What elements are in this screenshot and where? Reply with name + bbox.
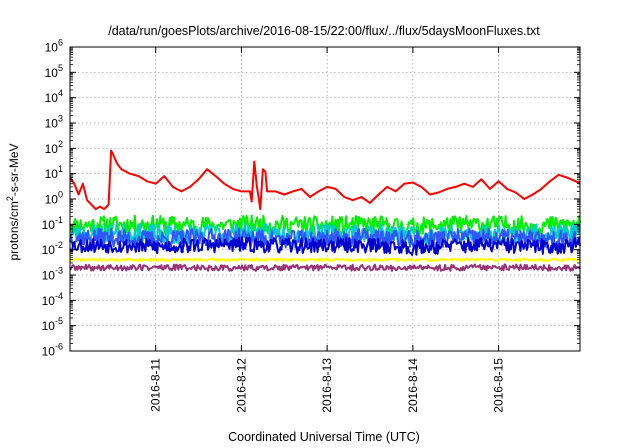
y-tick-label: 103 xyxy=(45,114,63,131)
y-tick-label: 10-6 xyxy=(42,342,63,359)
series-line xyxy=(69,257,581,262)
axis-ticks xyxy=(70,46,580,352)
y-tick-label: 106 xyxy=(45,38,63,55)
series-line xyxy=(69,236,581,256)
y-tick-label: 10-1 xyxy=(42,215,63,232)
y-tick-labels: 10-6 10-5 10-4 10-3 10-2 10-1 100 101 102 103 104 1… xyxy=(42,38,63,359)
y-tick-label: 10-3 xyxy=(42,266,63,283)
grid xyxy=(70,47,580,351)
y-tick-label: 105 xyxy=(45,63,63,80)
y-tick-label: 10-2 xyxy=(42,240,63,257)
y-tick-label: 10-4 xyxy=(42,291,63,308)
series-line xyxy=(69,222,581,247)
y-axis-label: protons/cm2-s-sr-MeV xyxy=(5,143,21,260)
x-axis-label: Coordinated Universal Time (UTC) xyxy=(228,430,420,444)
y-tick-label: 100 xyxy=(45,190,63,207)
y-tick-label: 104 xyxy=(45,88,63,105)
x-tick-label: 2016-8-15 xyxy=(492,358,506,413)
series-line xyxy=(69,149,581,211)
y-tick-label: 10-5 xyxy=(42,316,63,333)
chart-title: /data/run/goesPlots/archive/2016-08-15/2… xyxy=(108,24,540,38)
x-tick-label: 2016-8-12 xyxy=(234,358,248,413)
series-line xyxy=(69,263,581,272)
x-tick-label: 2016-8-14 xyxy=(406,358,420,413)
series-layer xyxy=(69,149,581,272)
y-tick-label: 102 xyxy=(45,139,63,156)
y-tick-label: 101 xyxy=(45,164,63,181)
x-tick-labels: 2016-8-11 2016-8-12 2016-8-13 2016-8-14 2016… xyxy=(149,358,506,413)
x-tick-label: 2016-8-13 xyxy=(320,358,334,413)
x-tick-label: 2016-8-11 xyxy=(149,358,163,412)
